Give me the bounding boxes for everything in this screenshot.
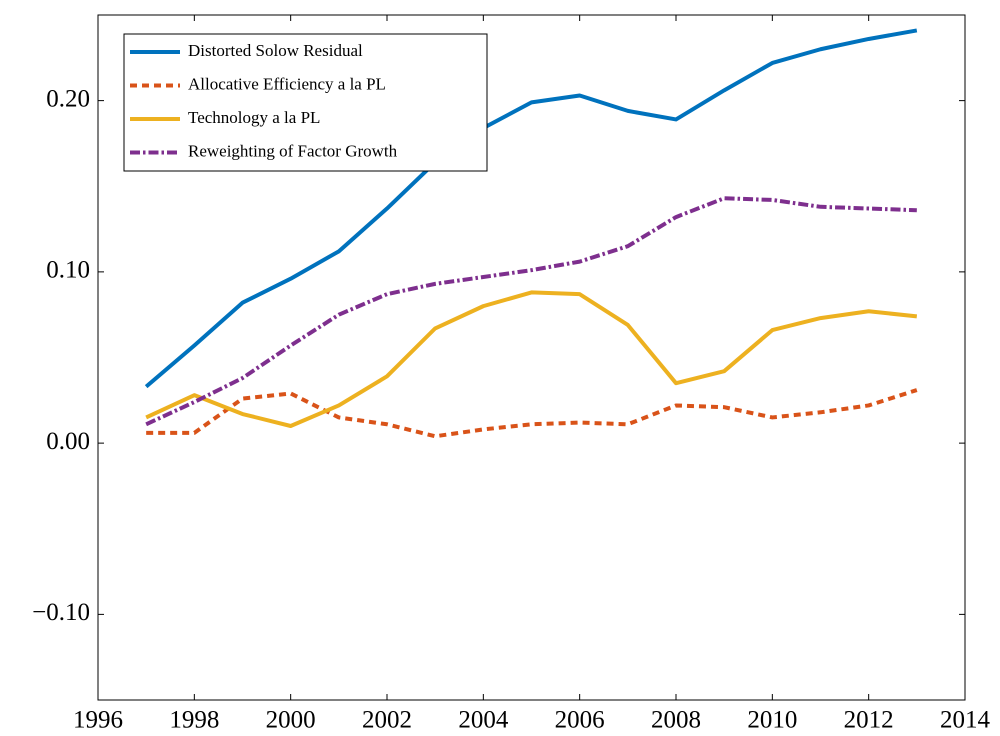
x-tick-label: 2008: [651, 707, 701, 734]
legend-label: Reweighting of Factor Growth: [188, 141, 398, 160]
x-tick-label: 2014: [940, 707, 991, 734]
x-tick-label: 2010: [747, 707, 797, 734]
legend-label: Distorted Solow Residual: [188, 41, 363, 60]
legend-label: Allocative Efficiency a la PL: [188, 74, 386, 93]
x-tick-label: 2006: [555, 707, 605, 734]
series-line: [144, 28, 918, 389]
series-line: [145, 196, 917, 427]
y-tick-label: 0.00: [46, 428, 90, 455]
x-tick-label: 2002: [362, 707, 412, 734]
legend: Distorted Solow Residual Allocative Effic…: [123, 33, 488, 172]
series-line: [146, 388, 918, 439]
x-tick-label: 2000: [266, 707, 316, 734]
x-tick-label: 1998: [169, 707, 219, 734]
y-tick-label: −0.10: [32, 599, 90, 626]
x-tick-label: 1996: [73, 707, 123, 734]
legend-box: [123, 33, 488, 172]
x-tick-label: 2004: [458, 707, 509, 734]
y-tick-label: 0.20: [46, 85, 90, 112]
y-tick-label: 0.10: [46, 257, 90, 284]
legend-label: Technology a la PL: [188, 108, 320, 127]
plot-frame: [97, 14, 966, 701]
x-tick-label: 2012: [844, 707, 894, 734]
series-line: [145, 290, 918, 428]
